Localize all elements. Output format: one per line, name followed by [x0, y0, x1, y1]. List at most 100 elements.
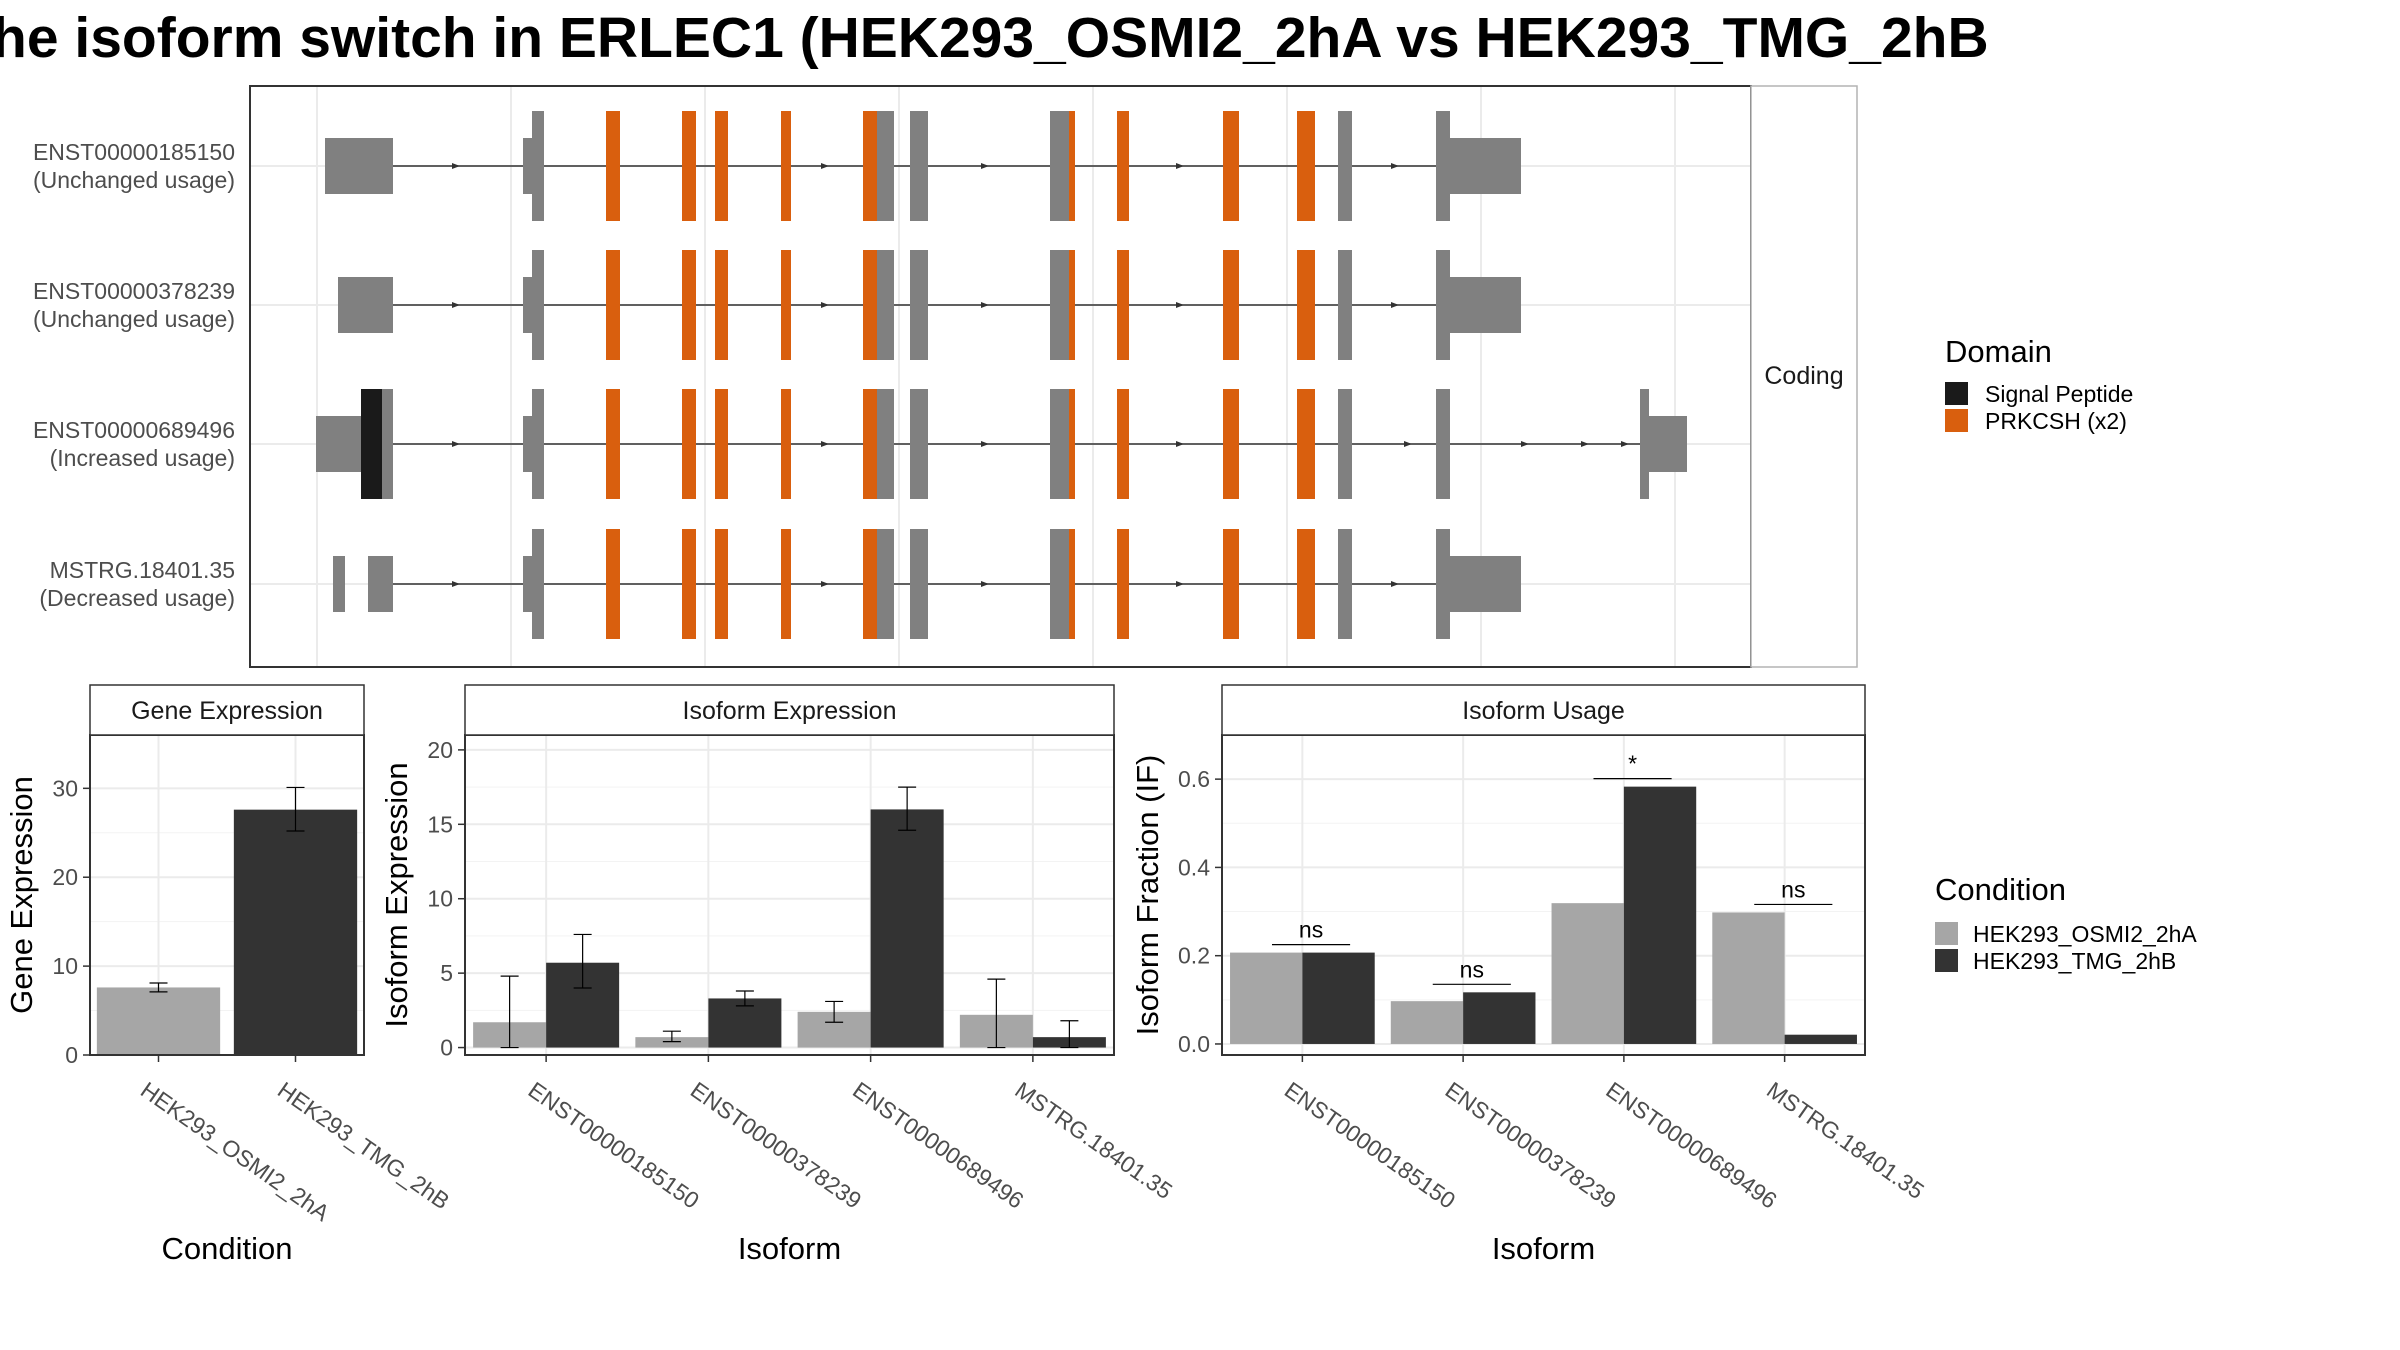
prkcsh-domain — [1297, 111, 1315, 221]
exon — [877, 250, 894, 360]
facet-strip-label: Coding — [1764, 362, 1843, 390]
intron-direction-arrow — [452, 163, 460, 169]
legend-key — [1945, 409, 1968, 432]
prkcsh-domain — [1223, 111, 1239, 221]
exon — [910, 111, 928, 221]
isoform-status-label: (Increased usage) — [50, 445, 235, 471]
prkcsh-domain — [863, 111, 877, 221]
exon — [1050, 250, 1069, 360]
exon — [1649, 416, 1687, 472]
intron-direction-arrow — [1176, 441, 1184, 447]
bar — [870, 809, 944, 1048]
exon — [1338, 250, 1352, 360]
prkcsh-domain — [682, 529, 696, 639]
x-tick-label: ENST00000378239 — [686, 1077, 866, 1214]
figure-title: he isoform switch in ERLEC1 (HEK293_OSMI… — [0, 6, 1989, 70]
prkcsh-domain — [682, 389, 696, 499]
exon — [333, 556, 345, 612]
y-axis-title: Gene Expression — [4, 776, 39, 1014]
panel-strip-label: Gene Expression — [131, 697, 323, 725]
intron-direction-arrow — [1621, 441, 1629, 447]
prkcsh-domain — [1223, 389, 1239, 499]
exon — [1050, 529, 1069, 639]
y-tick-label: 0 — [65, 1042, 78, 1068]
prkcsh-domain — [715, 111, 728, 221]
legend-key — [1945, 382, 1968, 405]
legend-label: Signal Peptide — [1985, 381, 2133, 407]
isoform-usage-chart: ns ns * ns Isoform Usage 0.0 0.2 0.4 0.6 ENST0000… — [1130, 684, 1929, 1266]
prkcsh-domain — [863, 529, 877, 639]
exon — [1338, 389, 1352, 499]
exon — [382, 389, 393, 499]
prkcsh-domain — [1223, 529, 1239, 639]
isoform-status-label: (Unchanged usage) — [33, 167, 235, 193]
legend-title: Domain — [1945, 334, 2052, 369]
bar — [1463, 992, 1536, 1044]
legend-title: Condition — [1935, 872, 2066, 907]
bar — [1712, 912, 1785, 1044]
prkcsh-domain — [1117, 529, 1129, 639]
y-tick-label: 30 — [52, 775, 78, 801]
prkcsh-domain — [1117, 250, 1129, 360]
y-tick-label: 15 — [427, 811, 453, 837]
bar — [1390, 1001, 1464, 1044]
transcript-row — [325, 111, 1521, 221]
bar — [96, 987, 221, 1055]
exon — [910, 389, 928, 499]
x-tick-label: ENST00000689496 — [1601, 1077, 1781, 1214]
exon — [523, 416, 533, 472]
intron-direction-arrow — [981, 163, 989, 169]
exon — [523, 556, 533, 612]
isoform-id-label: ENST00000185150 — [33, 139, 235, 165]
significance-label: ns — [1460, 956, 1484, 982]
x-axis-title: Condition — [162, 1231, 293, 1266]
isoform-id-label: MSTRG.18401.35 — [50, 557, 235, 583]
prkcsh-domain — [1117, 111, 1129, 221]
x-axis-title: Isoform — [738, 1231, 841, 1266]
x-tick-label: ENST00000185150 — [1280, 1077, 1460, 1214]
signal-peptide-domain — [361, 389, 382, 499]
exon — [532, 529, 544, 639]
y-tick-label: 0.4 — [1178, 854, 1210, 880]
exon — [1450, 556, 1521, 612]
y-tick-label: 0 — [440, 1035, 453, 1061]
bar — [1623, 786, 1697, 1044]
prkcsh-domain — [606, 111, 620, 221]
y-tick-label: 0.6 — [1178, 766, 1210, 792]
intron-direction-arrow — [821, 302, 829, 308]
x-axis-title: Isoform — [1492, 1231, 1595, 1266]
prkcsh-domain — [715, 250, 728, 360]
exon — [1050, 389, 1069, 499]
isoform-status-label: (Unchanged usage) — [33, 306, 235, 332]
exon — [1450, 277, 1521, 333]
bar — [1551, 903, 1624, 1044]
y-tick-label: 10 — [427, 886, 453, 912]
exon — [1436, 389, 1450, 499]
exon — [532, 389, 544, 499]
intron-direction-arrow — [452, 302, 460, 308]
bar — [1784, 1034, 1857, 1044]
y-tick-label: 20 — [427, 737, 453, 763]
panel-strip — [89, 684, 365, 736]
prkcsh-domain — [1069, 250, 1075, 360]
bar — [708, 998, 782, 1048]
exon — [523, 277, 533, 333]
y-tick-label: 5 — [440, 960, 453, 986]
prkcsh-domain — [1069, 111, 1075, 221]
intron-direction-arrow — [1176, 581, 1184, 587]
exon — [1436, 111, 1450, 221]
exon — [532, 250, 544, 360]
prkcsh-domain — [1297, 250, 1315, 360]
transcript-row — [316, 389, 1687, 499]
exon — [316, 416, 361, 472]
isoform-expression-chart: Isoform Expression 0 5 10 15 20 ENST0000018515… — [379, 684, 1177, 1266]
prkcsh-domain — [781, 111, 791, 221]
panel-strip — [1221, 684, 1866, 736]
y-axis-title: Isoform Fraction (IF) — [1130, 755, 1165, 1036]
intron-direction-arrow — [452, 441, 460, 447]
intron-direction-arrow — [821, 163, 829, 169]
